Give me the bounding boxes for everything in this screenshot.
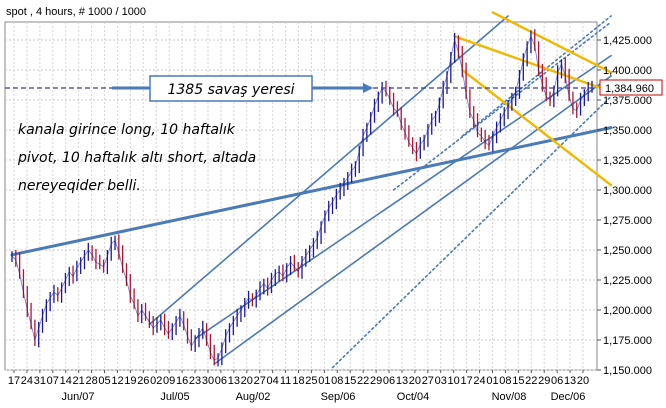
resistance-lower [461, 68, 613, 187]
last-price-label: 1,384.960 [605, 83, 654, 95]
battle-zone-label: 1385 savaş yeresi [167, 82, 294, 98]
last-price-marker: 1,384.960 [599, 79, 663, 96]
note-line-3: nereyeqider belli. [18, 178, 141, 194]
x-tick-label: 17 [8, 375, 20, 387]
x-tick-label: 09 [163, 375, 175, 387]
y-tick-label: 1,425.000 [603, 35, 652, 47]
price-series [11, 29, 593, 367]
x-month-label: Aug/02 [236, 391, 271, 403]
x-tick-label: 01 [318, 375, 330, 387]
y-tick-label: 1,275.000 [603, 215, 652, 227]
x-tick-label: 01 [486, 375, 498, 387]
x-tick-label: 27 [254, 375, 266, 387]
x-tick-label: 27 [422, 375, 434, 387]
x-tick-label: 06 [383, 375, 395, 387]
resistance-top [491, 11, 613, 74]
x-tick-label: 25 [305, 375, 317, 387]
x-tick-label: 16 [176, 375, 188, 387]
x-tick-label: 28 [85, 375, 97, 387]
x-tick-label: 05 [98, 375, 110, 387]
x-tick-label: 23 [189, 375, 201, 387]
y-tick-label: 1,225.000 [603, 275, 652, 287]
x-tick-label: 26 [137, 375, 149, 387]
note-line-2: pivot, 10 haftalık altı short, altada [17, 150, 256, 166]
x-tick-label: 06 [215, 375, 227, 387]
x-month-label: Nov/08 [492, 391, 527, 403]
y-tick-label: 1,175.000 [603, 335, 652, 347]
channel-upper [148, 15, 509, 326]
x-tick-label: 15 [512, 375, 524, 387]
channel-outer-dotted-2 [461, 15, 612, 137]
x-month-label: Dec/06 [551, 391, 586, 403]
x-tick-label: 30 [202, 375, 214, 387]
x-tick-label: 13 [564, 375, 576, 387]
chart-title: spot , 4 hours, # 1000 / 1000 [6, 6, 146, 18]
x-tick-label: 08 [331, 375, 343, 387]
x-tick-label: 07 [47, 375, 59, 387]
x-tick-label: 24 [21, 375, 33, 387]
x-tick-label: 22 [525, 375, 537, 387]
x-month-label: Jun/07 [61, 391, 94, 403]
y-tick-label: 1,300.000 [603, 185, 652, 197]
x-tick-label: 29 [538, 375, 550, 387]
y-tick-label: 1,325.000 [603, 155, 652, 167]
x-tick-label: 31 [34, 375, 46, 387]
x-tick-label: 20 [241, 375, 253, 387]
y-tick-label: 1,375.000 [603, 95, 652, 107]
x-month-label: Jul/05 [160, 391, 189, 403]
y-axis: 1,150.000 1,175.000 1,200.000 1,225.000 1,25… [597, 35, 652, 377]
resistance-upper [453, 35, 613, 93]
y-tick-label: 1,150.000 [603, 365, 652, 377]
x-tick-label: 29 [370, 375, 382, 387]
x-tick-label: 21 [73, 375, 85, 387]
y-tick-label: 1,350.000 [603, 125, 652, 137]
x-tick-label: 14 [60, 375, 72, 387]
x-tick-label: 08 [499, 375, 511, 387]
channel-lower [213, 75, 612, 365]
gridlines-horizontal [5, 39, 597, 371]
y-tick-label: 1,400.000 [603, 65, 652, 77]
channel-lower-dotted [331, 95, 612, 369]
x-tick-label: 18 [292, 375, 304, 387]
x-tick-label: 13 [396, 375, 408, 387]
x-tick-label: 24 [473, 375, 485, 387]
x-tick-label: 06 [551, 375, 563, 387]
x-tick-label: 12 [111, 375, 123, 387]
x-tick-label: 04 [267, 375, 279, 387]
x-tick-label: 17 [460, 375, 472, 387]
channel-outer-dotted-1 [392, 21, 612, 191]
price-line [11, 35, 592, 361]
y-tick-label: 1,250.000 [603, 245, 652, 257]
x-tick-label: 19 [124, 375, 136, 387]
x-tick-label: 20 [409, 375, 421, 387]
x-tick-label: 03 [435, 375, 447, 387]
note-line-1: kanala girince long, 10 haftalık [18, 122, 236, 138]
x-tick-label: 11 [280, 375, 291, 387]
y-tick-label: 1,200.000 [603, 305, 652, 317]
callout-box [149, 75, 313, 102]
x-month-label: Oct/04 [397, 391, 429, 403]
x-tick-label: 15 [344, 375, 356, 387]
x-tick-label: 02 [150, 375, 162, 387]
battle-zone-callout: 1385 savaş yeresi [112, 75, 373, 102]
x-tick-label: 22 [357, 375, 369, 387]
x-tick-label: 13 [228, 375, 240, 387]
x-axis: 17 24 31 07 14 21 28 05 12 19 26 02 09 16 23 30 06 13 20 27… [8, 370, 589, 403]
last-price-box [599, 79, 663, 96]
x-tick-label: 20 [577, 375, 589, 387]
strategy-note: kanala girince long, 10 haftalık pivot, … [17, 122, 256, 194]
x-tick-label: 10 [448, 375, 460, 387]
x-month-label: Sep/06 [321, 391, 356, 403]
